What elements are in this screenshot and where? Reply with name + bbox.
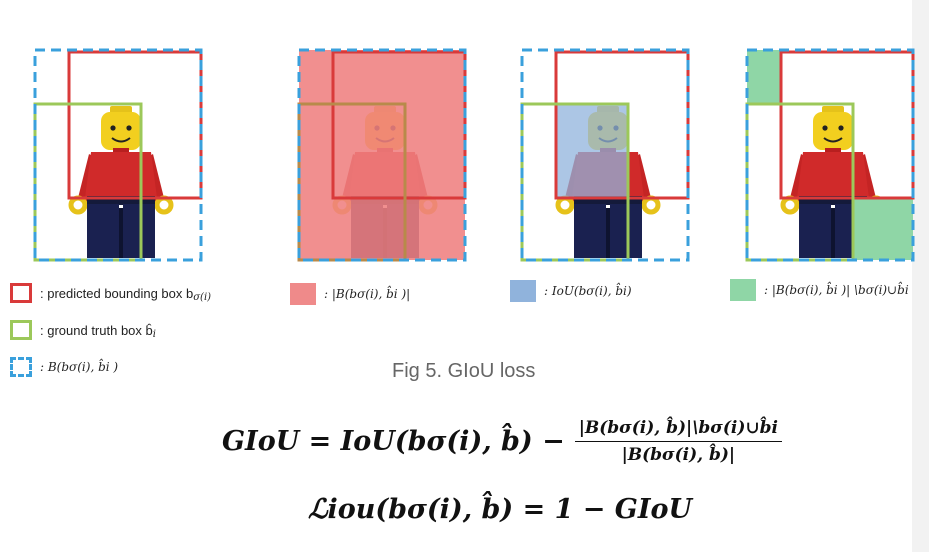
legend-ground-truth-sub: i <box>152 328 156 340</box>
label-iou-text: : IoU(bσ(i), b̂i) <box>544 284 632 298</box>
diff-fill-swatch <box>730 279 756 301</box>
loss-formula: ℒiou(bσ(i), b̂) = 1 − GIoU <box>308 494 693 525</box>
union-fill-swatch <box>290 283 316 305</box>
legend-ground-truth: : ground truth box b̂ i <box>10 320 156 340</box>
giou-numerator: |B(bσ(i), b̂)|\bσ(i)∪b̂i <box>574 418 782 442</box>
giou-formula: GIoU = IoU(bσ(i), b̂) − |B(bσ(i), b̂)|\b… <box>222 418 782 465</box>
label-iou: : IoU(bσ(i), b̂i) <box>510 280 632 302</box>
ground-truth-swatch <box>10 320 32 340</box>
page-edge-strip <box>912 0 929 552</box>
legend-ground-truth-text: : ground truth box b̂ <box>40 322 153 338</box>
label-enclosing-area-text: : |B(bσ(i), b̂i )| <box>324 287 411 301</box>
legend-predicted-text: : predicted bounding box b <box>40 285 194 301</box>
label-enclosing-area: : |B(bσ(i), b̂i )| <box>290 283 410 305</box>
enclosing-box <box>33 48 203 262</box>
predicted-swatch <box>10 283 32 303</box>
enclosing-swatch <box>10 357 32 377</box>
legend-predicted: : predicted bounding box b σ(i) <box>10 283 211 303</box>
legend-enclosing-text: : B(b <box>40 360 70 374</box>
legend-predicted-sub: σ(i) <box>193 291 212 303</box>
giou-fraction: |B(bσ(i), b̂)|\bσ(i)∪b̂i |B(bσ(i), b̂)| <box>574 418 782 465</box>
panel-boxes <box>33 48 213 262</box>
figure-caption: Fig 5. GIoU loss <box>392 360 536 382</box>
giou-denominator: |B(bσ(i), b̂)| <box>621 445 736 465</box>
panel-enclosing-area <box>297 48 477 262</box>
giou-formula-left: GIoU = IoU(bσ(i), b̂) − <box>222 426 565 457</box>
panel-iou <box>520 48 700 262</box>
legend-enclosing: : B(b σ(i), b̂i ) <box>10 357 118 377</box>
legend-enclosing-rest: σ(i), b̂i ) <box>69 360 119 374</box>
label-difference: : |B(bσ(i), b̂i )| \bσ(i)∪b̂i <box>730 279 909 301</box>
iou-fill-swatch <box>510 280 536 302</box>
panel-difference <box>745 48 925 262</box>
label-difference-text: : |B(bσ(i), b̂i )| \bσ(i)∪b̂i <box>764 283 909 297</box>
